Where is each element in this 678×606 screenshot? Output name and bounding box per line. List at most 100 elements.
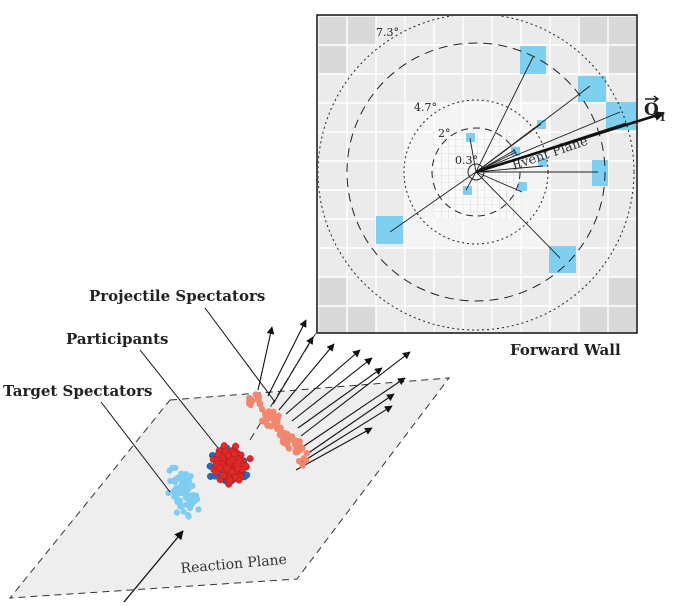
hit-module bbox=[578, 76, 606, 102]
hit-module bbox=[511, 147, 520, 156]
target-spectator-dot bbox=[173, 485, 180, 492]
svg-text:Q: Q bbox=[644, 100, 659, 120]
participant-dot bbox=[234, 459, 242, 467]
target-spectator-dot bbox=[182, 490, 189, 497]
target-spectator-dot bbox=[178, 503, 185, 510]
particle-tracks bbox=[389, 56, 627, 259]
participant-dot bbox=[219, 471, 227, 479]
track-line bbox=[465, 171, 477, 191]
projectile-spectator-dot bbox=[270, 418, 278, 425]
participant-dot bbox=[246, 455, 254, 463]
target-spectator-dot bbox=[171, 493, 178, 500]
hit-module bbox=[520, 46, 546, 74]
target-spectator-dot bbox=[179, 474, 186, 481]
spectator-arrow bbox=[301, 405, 393, 463]
target-spectators-cloud bbox=[165, 464, 202, 520]
spectator-arrow bbox=[267, 319, 307, 397]
target-spectator-dot bbox=[169, 464, 176, 471]
hit-module bbox=[538, 158, 547, 167]
hit-module bbox=[537, 120, 546, 129]
projectile-spectator-dot bbox=[285, 445, 293, 452]
wall-corner-module bbox=[318, 306, 347, 332]
svg-text:1: 1 bbox=[659, 113, 666, 124]
spectator-arrow bbox=[295, 427, 373, 471]
target-spectator-dot bbox=[193, 496, 201, 503]
projectile-spectator-dot bbox=[282, 430, 290, 437]
target-spectator-dot bbox=[185, 511, 192, 519]
track-line bbox=[475, 171, 561, 259]
projectile-spectator-dot bbox=[265, 408, 272, 415]
wall-corner-module bbox=[347, 16, 376, 45]
projectile-spectator-dot bbox=[255, 393, 263, 400]
projectile-spectator-dot bbox=[303, 449, 310, 457]
hit-module bbox=[463, 186, 472, 195]
projectile-spectator-dot bbox=[303, 457, 310, 464]
projectile-spectator-dot bbox=[259, 406, 266, 413]
spectator-arrow bbox=[272, 336, 314, 405]
projectile-spectator-dot bbox=[299, 462, 306, 469]
projectile-spectators-label: Projectile Spectators bbox=[89, 287, 265, 305]
target-spectator-dot bbox=[187, 505, 194, 512]
forward-wall: 7.3° 4.7° 2° 0.3° Event Plane bbox=[316, 14, 638, 334]
ring-6 bbox=[346, 42, 606, 302]
wall-corner-module bbox=[318, 45, 347, 74]
q-vector-label: Q 1 bbox=[644, 95, 666, 124]
projectile-spectator-dot bbox=[273, 425, 281, 432]
hit-module bbox=[466, 133, 475, 142]
hit-module bbox=[592, 160, 608, 186]
projectile-spectator-dot bbox=[296, 442, 303, 449]
target-spectator-dot bbox=[189, 482, 196, 489]
track-line bbox=[475, 123, 542, 173]
spectator-arrow bbox=[285, 349, 361, 415]
spectator-arrow bbox=[306, 393, 395, 455]
participants-cloud bbox=[206, 442, 254, 488]
spectator-arrow bbox=[257, 326, 275, 391]
track-line bbox=[469, 137, 477, 173]
target-spectator-dot bbox=[173, 509, 180, 516]
angle-label-inner: 2° bbox=[438, 127, 451, 140]
projectile-spectator-dot bbox=[270, 408, 277, 415]
projectile-spectator-arrows bbox=[257, 319, 411, 471]
projectile-spectator-dot bbox=[285, 436, 292, 443]
ring-7-3 bbox=[318, 16, 635, 331]
forward-wall-label: Forward Wall bbox=[510, 341, 621, 359]
track-line bbox=[475, 111, 621, 173]
participants-leader bbox=[139, 349, 219, 449]
angle-label-mid: 4.7° bbox=[414, 101, 437, 114]
q-vector-arrow bbox=[475, 110, 665, 174]
wall-corner-module bbox=[608, 16, 636, 45]
participant-dot bbox=[224, 452, 232, 460]
angle-label-outer: 7.3° bbox=[376, 26, 399, 39]
target-spectator-dot bbox=[187, 495, 194, 502]
participant-dot bbox=[228, 468, 236, 476]
projectile-spectator-dot bbox=[246, 394, 253, 402]
participant-dot bbox=[235, 476, 243, 484]
projectile-spectator-dot bbox=[296, 458, 303, 465]
wall-corner-module bbox=[318, 16, 347, 45]
projectile-spectator-dot bbox=[292, 449, 300, 456]
hit-module bbox=[549, 246, 576, 273]
participant-dot bbox=[220, 442, 228, 450]
target-spectator-dot bbox=[180, 485, 187, 492]
spectator-arrow bbox=[300, 351, 411, 437]
beam-arrow bbox=[123, 530, 184, 603]
wall-corner-module bbox=[579, 306, 608, 332]
target-spectator-dot bbox=[180, 508, 187, 515]
projectile-spectator-dot bbox=[279, 438, 286, 446]
target-spectator-dot bbox=[176, 497, 184, 504]
track-line bbox=[475, 171, 523, 193]
projectile-spectator-dot bbox=[256, 401, 264, 408]
participant-dot bbox=[223, 464, 231, 472]
target-spectators-label: Target Spectators bbox=[3, 382, 152, 400]
participant-dot bbox=[226, 476, 234, 484]
participants-label: Participants bbox=[66, 330, 168, 348]
participant-dot bbox=[232, 442, 240, 450]
projectile-spectators-cloud bbox=[245, 391, 310, 469]
hit-modules bbox=[376, 46, 636, 273]
spectator-arrow bbox=[303, 377, 406, 447]
wall-corner-module bbox=[608, 306, 636, 332]
target-spectator-dot bbox=[167, 477, 174, 485]
spectator-arrow bbox=[278, 343, 335, 411]
target-spectator-dot bbox=[195, 506, 202, 513]
participant-dot bbox=[231, 450, 239, 458]
